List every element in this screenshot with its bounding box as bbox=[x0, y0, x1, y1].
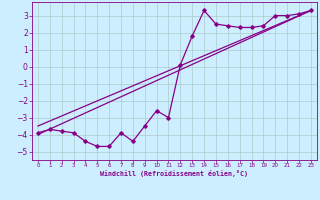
X-axis label: Windchill (Refroidissement éolien,°C): Windchill (Refroidissement éolien,°C) bbox=[100, 170, 248, 177]
